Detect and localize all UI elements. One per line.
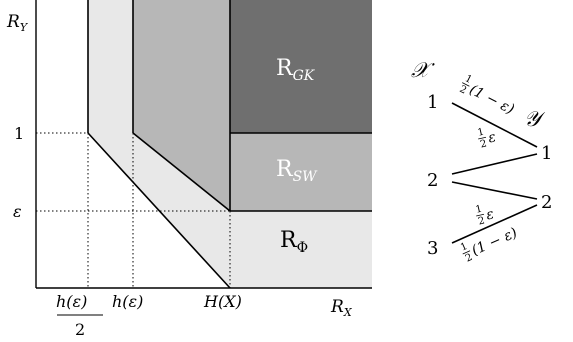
region-gk-label: RGK [276,56,316,84]
input-3: 3 [427,238,438,259]
x-tick-H: H(X) [203,292,242,311]
svg-text:ε: ε [487,129,498,146]
edge-2-to-2 [451,181,538,200]
input-2: 2 [427,170,438,191]
svg-text:(1 − ε): (1 − ε) [469,225,519,259]
svg-text:(1 − ε): (1 − ε) [467,82,517,118]
channel-edges [451,102,538,244]
svg-text:2: 2 [479,138,488,150]
region-phi-label: RΦ [280,228,308,256]
svg-text:ε: ε [485,206,496,223]
x-tick-half-numerator: h(ε) [56,292,87,311]
svg-text:2: 2 [464,252,474,265]
edge-1-to-1 [451,102,538,148]
x-tick-h: h(ε) [112,292,143,311]
edge-label-2: 1 2 ε [477,127,498,151]
region-plot: RY RX 1 ε h(ε) 2 h(ε) H(X) RGK RSW RΦ [6,0,372,339]
y-set-label: 𝒴 [524,107,546,131]
edge-label-3: 1 2 ε [475,204,496,228]
svg-text:2: 2 [458,84,469,97]
edge-3-to-2 [451,204,538,244]
y-axis-label: RY [6,12,29,34]
x-set-label: 𝒳 [411,58,435,82]
x-tick-half-denominator: 2 [75,320,85,339]
svg-text:1: 1 [475,204,484,216]
axes [35,0,372,289]
region-gk [230,0,372,133]
svg-text:1: 1 [477,127,486,139]
output-2: 2 [541,192,552,213]
svg-text:2: 2 [477,215,486,227]
input-1: 1 [427,92,438,113]
edge-2-to-1 [451,153,538,175]
edge-label-1: 1 2 (1 − ε) [458,73,517,118]
y-tick-1: 1 [14,124,24,143]
boundary-lines [87,0,372,289]
output-1: 1 [541,143,552,164]
channel-diagram: 𝒳 𝒴 1 2 3 1 2 1 2 (1 − ε) 1 2 ε [411,58,552,265]
svg-text:1: 1 [463,73,474,86]
y-tick-epsilon: ε [13,202,22,221]
region-sw-label: RSW [276,157,318,185]
x-axis-label: RX [330,297,353,319]
guide-lines [36,132,231,288]
svg-text:1: 1 [459,241,469,254]
